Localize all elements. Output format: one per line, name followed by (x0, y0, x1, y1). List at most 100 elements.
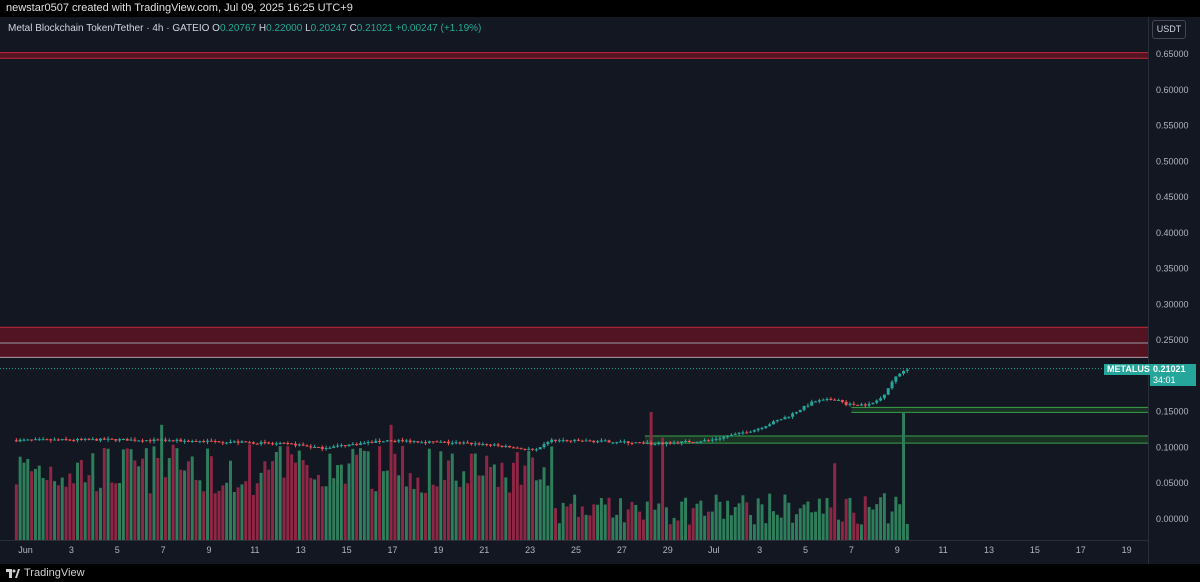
candle-body (320, 447, 324, 449)
volume-bar (890, 511, 894, 540)
volume-bar (538, 479, 542, 540)
candle-body (668, 442, 672, 444)
volume-bar (756, 498, 760, 540)
time-axis-tick: 21 (479, 545, 489, 555)
candle-body (454, 442, 458, 444)
candle-body (68, 439, 72, 441)
candle-body (829, 398, 833, 400)
time-axis-tick: 3 (69, 545, 74, 555)
volume-bar (676, 520, 680, 540)
volume-bar (110, 482, 114, 540)
volume-bar (320, 486, 324, 540)
candle-body (217, 441, 221, 443)
price-axis-tick: 0.35000 (1156, 264, 1189, 274)
time-axis-tick: 27 (617, 545, 627, 555)
candle-body (98, 438, 102, 441)
volume-bar (45, 479, 49, 540)
candle-body (875, 400, 879, 403)
volume-bar (282, 477, 286, 540)
candle-body (339, 445, 343, 447)
candle-body (385, 440, 389, 442)
candle-body (584, 440, 588, 442)
volume-bar (443, 479, 447, 540)
candle-body (401, 440, 405, 442)
candle-body (431, 441, 435, 443)
candle-body (691, 442, 695, 444)
volume-bar (511, 462, 515, 540)
volume-bar (198, 480, 202, 540)
currency-button[interactable]: USDT (1152, 20, 1186, 39)
volume-bar (431, 484, 435, 540)
candle-body (859, 404, 863, 406)
candle-body (328, 447, 332, 449)
candle-body (64, 439, 68, 441)
candle-body (347, 444, 351, 447)
volume-bar (508, 492, 512, 540)
volume-bar (424, 492, 427, 540)
volume-bar (882, 493, 886, 540)
candle-body (408, 440, 412, 443)
volume-bar (435, 486, 439, 540)
candle-body (783, 417, 787, 420)
price-axis-tick: 0.65000 (1156, 49, 1189, 59)
candle-body (657, 442, 661, 445)
candle-body (397, 440, 401, 442)
candle-body (232, 441, 236, 443)
candle-body (630, 443, 634, 445)
volume-bar (412, 488, 416, 540)
volume-bar (163, 477, 167, 540)
volume-bar (703, 515, 707, 540)
candle-body (821, 399, 825, 401)
candle-body (684, 440, 688, 442)
candle-body (351, 444, 355, 446)
price-chart[interactable]: 0.65000 0.60000 0.55000 0.50000 0.45000 0.400… (0, 17, 1200, 564)
volume-bar (607, 497, 611, 540)
volume-bar (194, 479, 198, 540)
candle-body (867, 403, 871, 406)
volume-bar (49, 466, 53, 540)
volume-bar (726, 500, 730, 540)
volume-bar (186, 461, 190, 540)
volume-bar (668, 524, 672, 540)
volume-bar (206, 448, 210, 540)
volume-bar (561, 502, 565, 540)
volume-bar (466, 483, 470, 540)
candle-body (902, 370, 906, 374)
volume-bar (408, 473, 412, 540)
volume-bar (531, 457, 535, 540)
candle-body (194, 441, 198, 443)
volume-bar (825, 498, 829, 540)
volume-bar (714, 494, 718, 540)
volume-bar (60, 477, 64, 540)
volume-bar (706, 511, 710, 540)
volume-bar (309, 477, 313, 540)
candle-body (236, 441, 240, 443)
volume-bar (534, 480, 538, 540)
volume-bar (462, 471, 466, 540)
volume-bar (565, 506, 569, 540)
volume-bar (244, 481, 248, 540)
volume-bar (271, 461, 275, 540)
candle-body (190, 441, 194, 443)
volume-bar (232, 492, 236, 540)
candle-body (561, 440, 565, 442)
volume-bar (290, 454, 294, 540)
volume-bar (687, 524, 691, 540)
volume-bar (427, 448, 431, 540)
resistance-zone (0, 327, 1148, 358)
volume-bar (148, 493, 152, 540)
volume-bar (611, 517, 615, 540)
candle-body (768, 424, 772, 427)
volume-bar (699, 500, 703, 540)
support-zone (644, 436, 1148, 444)
candle-body (729, 434, 733, 437)
volume-bar (664, 507, 668, 540)
candle-body (714, 439, 718, 441)
candle-body (837, 400, 840, 402)
candle-body (106, 438, 110, 440)
volume-bar (72, 483, 76, 540)
candle-body (439, 441, 443, 443)
volume-bar (879, 497, 883, 540)
attribution-text: newstar0507 created with TradingView.com… (6, 2, 353, 14)
candle-body (680, 441, 684, 444)
